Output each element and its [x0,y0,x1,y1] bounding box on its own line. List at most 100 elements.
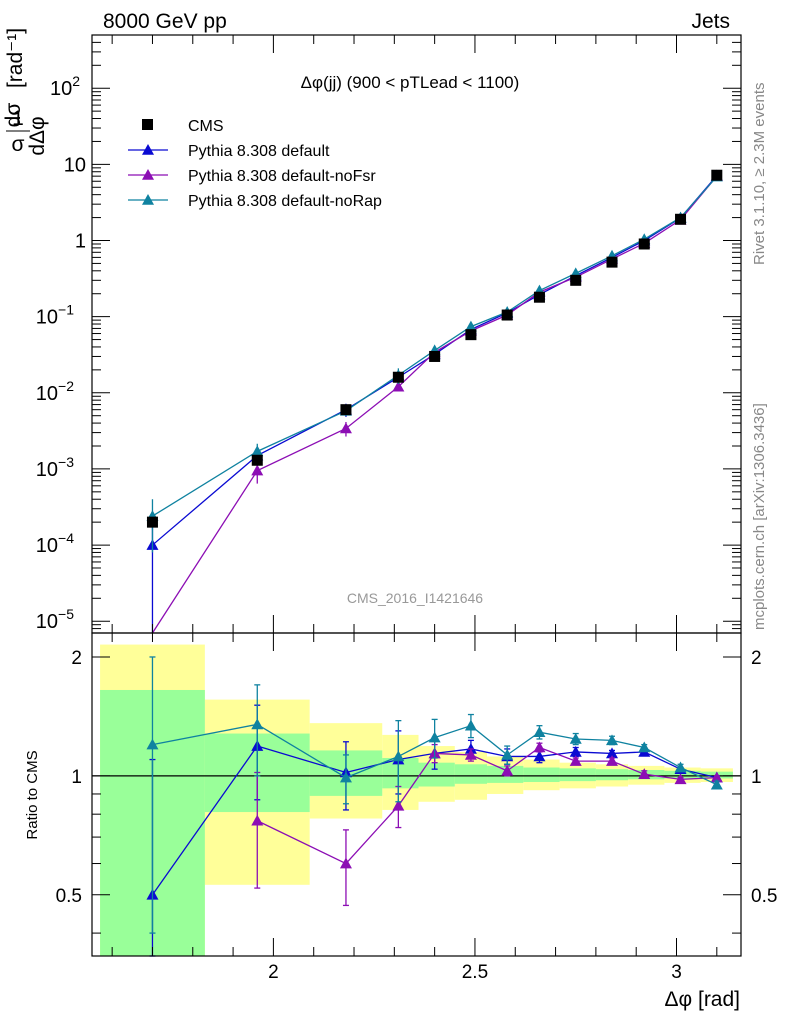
ratio-point [569,755,582,766]
inner-band [418,762,455,787]
process-label: Jets [691,10,730,33]
ratio-point [569,732,582,744]
y-tick-label: 10−2 [36,378,74,405]
cms-point [711,169,723,181]
ratio-frame [91,632,742,957]
ratio-point [146,738,159,750]
ratio-line [256,746,717,865]
legend-cms-marker [142,119,153,130]
cms-point [533,291,545,303]
series-point [464,320,477,332]
ratio-point [251,718,264,730]
ratio-point [464,719,477,731]
svg-text:[rad⁻¹]: [rad⁻¹] [4,28,27,88]
ratio-series-3 [146,656,723,934]
svg-text:1: 1 [12,107,24,130]
ratio-point [710,778,723,790]
legend-label: Pythia 8.308 default-noFsr [188,168,376,185]
cms-point [606,256,618,268]
main-marks [146,169,723,634]
y-tick-label: 10−4 [36,530,74,557]
ratio-point [428,731,441,743]
ratio-tick-label: 1 [751,767,762,788]
ratio-point [674,773,687,785]
ratio-tick-label: 2 [71,648,82,669]
ratio-point [533,750,546,762]
x-axis-label: Δφ [rad] [665,988,741,1011]
series-point [392,380,405,392]
ratio-point [606,747,619,759]
series-line [151,175,718,634]
legend: CMS Pythia 8.308 default Pythia 8.308 defa… [128,118,382,210]
ratio-x-ticks: 2 2.5 3 [111,633,718,983]
watermark: CMS_2016_I1421646 [347,590,483,606]
cms-data [146,169,723,528]
y-tick-label: 1 [75,231,86,253]
ratio-point [339,857,352,869]
inner-band [595,769,629,781]
legend-cms-label: CMS [188,118,224,135]
legend-marker [142,144,154,155]
rivet-label: Rivet 3.1.10, ≥ 2.3M events [751,83,768,266]
cms-point [675,213,687,225]
ratio-point [638,741,651,753]
x-tick-label: 3 [671,962,682,983]
ratio-tick-label: 0.5 [751,886,777,907]
ratio-point [501,748,514,760]
x-tick-label: 2.5 [462,962,488,983]
ratio-point [710,771,723,783]
cms-point [570,274,582,286]
chart-title: Δφ(jj) (900 < pTLead < 1100) [301,73,520,92]
svg-text:σ: σ [12,133,25,156]
x-tick-label: 2 [268,962,279,983]
ratio-point [533,726,546,738]
ratio-point [392,799,405,811]
ratio-point [674,761,687,773]
y-tick-label: 10−1 [36,302,74,329]
ratio-point [392,750,405,762]
ratio-point [569,745,582,757]
inner-band [559,768,596,782]
legend-marker [142,169,154,180]
cms-point [429,350,441,362]
collision-label: 8000 GeV pp [103,10,227,33]
ratio-uncertainty-bands [100,644,733,956]
cms-point [340,404,352,416]
ratio-point [339,771,352,783]
inner-band [664,770,701,779]
legend-label: Pythia 8.308 default [188,143,330,160]
ratio-panel: 0.5 0.51 12 2 2 2.5 3 Ratio to CMS Δφ [rad] [24,632,777,1011]
ratio-marks [146,656,723,957]
y-tick-label: 10−5 [36,606,74,633]
main-x-ticks [111,35,718,633]
ratio-point [533,741,546,753]
svg-text:dΔφ: dΔφ [26,116,49,155]
ratio-tick-label: 0.5 [56,886,82,907]
legend-marker [142,194,154,205]
cms-point [501,309,513,321]
main-panel: 10−5 10−4 10−3 10−2 10−1 1 10 102 Δφ(jj) (900 <… [2,28,742,634]
legend-label: Pythia 8.308 default-noRap [188,193,382,210]
cms-point [146,516,158,528]
ratio-y-ticks: 0.5 0.5 1 1 2 2 [56,648,777,934]
inner-band [454,764,488,784]
main-y-label: 1 σ dσ dΔφ [rad⁻¹] [2,28,49,156]
cms-point [638,238,650,250]
svg-text:dσ: dσ [2,103,25,128]
ratio-point [501,764,514,776]
ratio-tick-label: 2 [751,648,762,669]
mcplots-label: mcplots.cern.ch [arXiv:1306.3436] [751,403,768,630]
series-point [251,464,264,476]
series-1 [146,169,723,633]
inner-band [523,767,560,783]
y-tick-label: 10−3 [36,454,74,481]
ratio-y-label: Ratio to CMS [24,750,41,839]
ratio-point [464,748,477,760]
ratio-point [606,734,619,746]
y-tick-label: 102 [50,73,80,100]
ratio-point [606,755,619,766]
ratio-point [251,814,264,826]
series-point [339,422,352,434]
cms-point [251,454,263,466]
